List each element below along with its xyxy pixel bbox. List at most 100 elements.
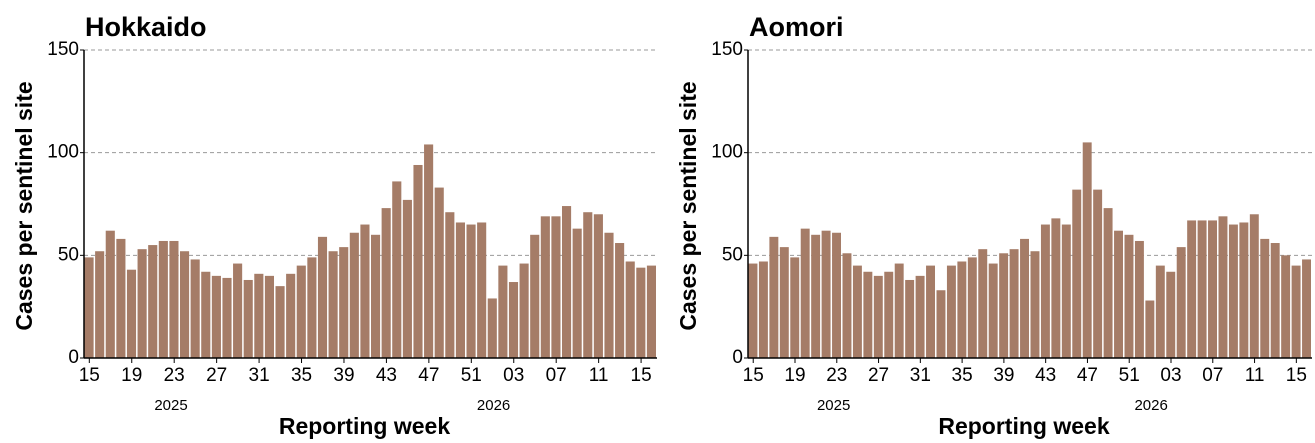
bar <box>190 259 200 358</box>
bar <box>842 253 852 358</box>
bar <box>1166 271 1176 358</box>
bar <box>978 249 988 358</box>
x-tick-label: 31 <box>249 365 270 386</box>
x-tick-label: 47 <box>418 365 439 386</box>
bar <box>790 257 800 358</box>
bar <box>116 238 126 358</box>
bar <box>852 265 862 358</box>
bar <box>487 298 497 358</box>
bar <box>1249 214 1259 358</box>
bar <box>1061 224 1071 358</box>
chart-title: Hokkaido <box>85 12 207 42</box>
y-axis-label: Cases per sentinel site <box>11 81 37 330</box>
bar <box>540 216 550 358</box>
bar <box>636 267 646 358</box>
x-tick-label: 51 <box>1119 365 1140 386</box>
x-tick-label: 51 <box>461 365 482 386</box>
bar <box>424 144 434 358</box>
x-tick-label: 11 <box>1245 365 1265 386</box>
bar <box>1218 216 1228 358</box>
bar <box>148 245 158 358</box>
bar <box>1270 243 1280 358</box>
x-tick-label: 35 <box>291 365 312 386</box>
y-tick-label: 0 <box>732 347 743 368</box>
bar <box>583 212 593 358</box>
bar <box>317 236 328 358</box>
bar <box>95 251 105 358</box>
x-tick-label: 39 <box>993 365 1014 386</box>
bar <box>1051 218 1061 358</box>
bar <box>811 234 821 358</box>
x-tick-label: 07 <box>1202 365 1223 386</box>
bar <box>137 249 147 358</box>
year-label: 2026 <box>477 397 510 414</box>
y-tick-label: 0 <box>68 347 79 368</box>
x-tick-label: 19 <box>121 365 142 386</box>
bar <box>1134 240 1144 358</box>
bar <box>466 224 476 358</box>
bar <box>1155 265 1165 358</box>
bar <box>884 271 894 358</box>
bar <box>551 216 561 358</box>
bar <box>604 232 614 358</box>
bar <box>779 247 789 358</box>
bar <box>402 199 412 358</box>
bar <box>821 230 831 358</box>
x-tick-label: 11 <box>589 365 609 386</box>
bar <box>1260 238 1270 358</box>
x-tick-label: 27 <box>206 365 227 386</box>
x-tick-label: 43 <box>1035 365 1056 386</box>
bar <box>1239 222 1249 358</box>
bar <box>1072 189 1082 358</box>
bar <box>988 263 998 358</box>
x-tick-label: 19 <box>784 365 805 386</box>
year-label: 2025 <box>154 397 187 414</box>
bar <box>477 222 487 358</box>
bar <box>593 214 603 358</box>
bar <box>445 212 455 358</box>
bar <box>211 275 221 358</box>
bar <box>946 265 956 358</box>
bar <box>1124 234 1134 358</box>
x-tick-label: 23 <box>826 365 847 386</box>
y-tick-label: 100 <box>711 142 743 163</box>
y-tick-label: 50 <box>58 244 79 265</box>
bar <box>562 206 572 358</box>
x-tick-label: 03 <box>503 365 524 386</box>
bar <box>222 277 232 358</box>
bar <box>158 240 168 358</box>
bar <box>1281 255 1291 358</box>
bar <box>360 224 370 358</box>
bar <box>646 265 656 358</box>
bar <box>126 269 137 358</box>
bar <box>572 228 582 358</box>
x-axis-label: Reporting week <box>279 413 450 439</box>
bar <box>1187 220 1197 358</box>
bar <box>1176 247 1186 358</box>
y-tick-label: 100 <box>47 142 79 163</box>
bar <box>434 187 444 358</box>
bar <box>328 251 338 358</box>
bar <box>967 257 977 358</box>
bar <box>413 164 423 358</box>
bar <box>392 181 402 358</box>
bar <box>1020 238 1029 358</box>
bar <box>1208 220 1217 358</box>
bar <box>508 282 519 358</box>
bar <box>264 275 274 358</box>
x-tick-label: 47 <box>1077 365 1098 386</box>
bar <box>800 228 810 358</box>
bar <box>1302 259 1311 358</box>
bar <box>84 257 94 358</box>
bar <box>999 253 1009 358</box>
bar <box>201 271 211 358</box>
bar <box>832 232 841 358</box>
bar <box>307 257 317 358</box>
bar <box>233 263 243 358</box>
x-tick-label: 15 <box>1286 365 1307 386</box>
bar <box>243 279 253 358</box>
bar <box>1009 249 1019 358</box>
x-tick-label: 15 <box>743 365 764 386</box>
bar <box>863 271 873 358</box>
